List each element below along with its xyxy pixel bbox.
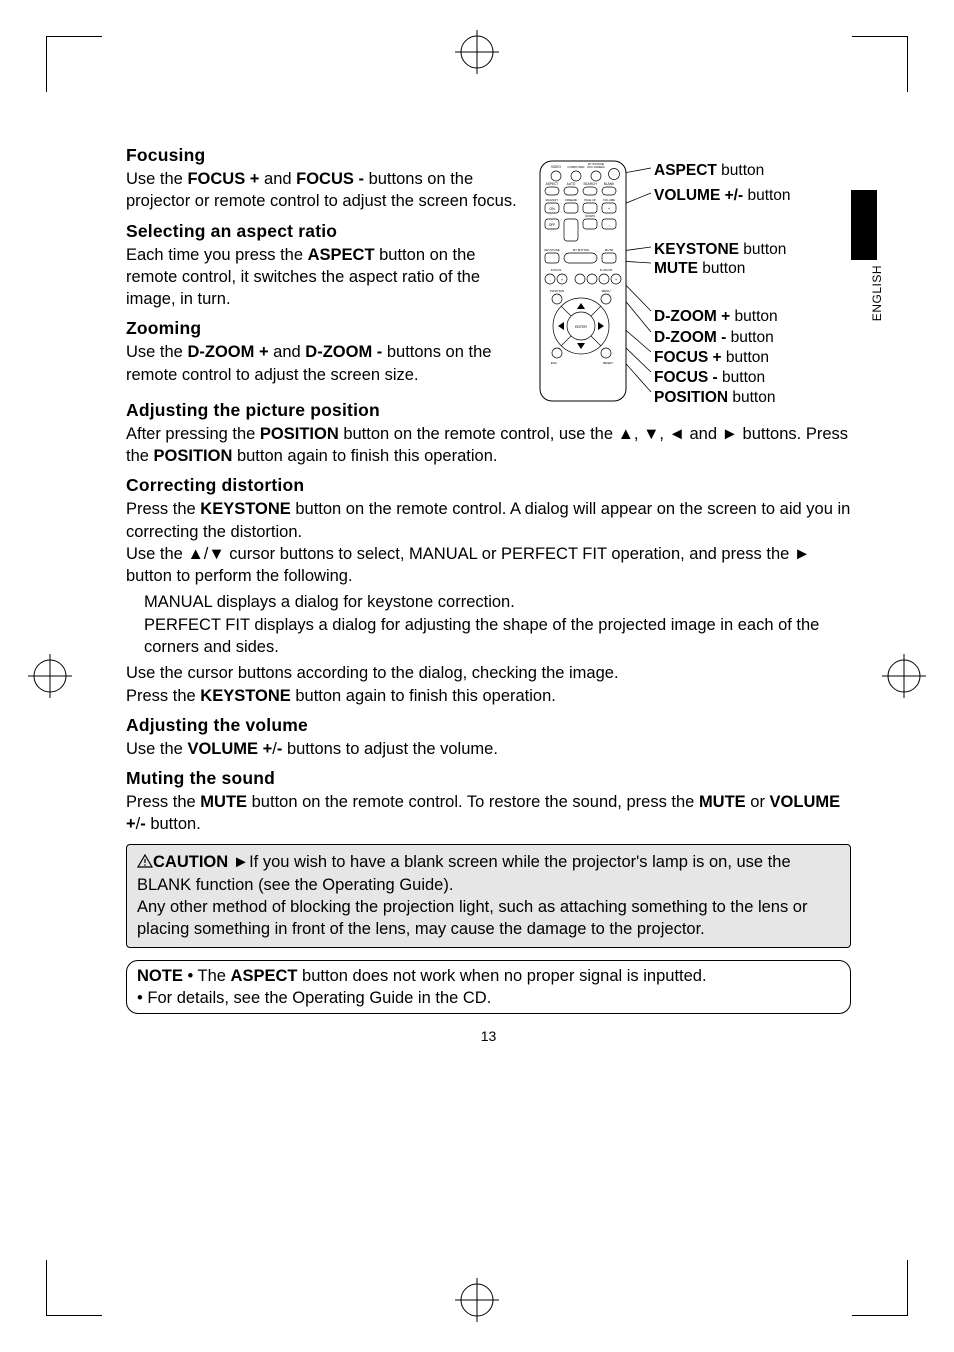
crop-mark: [852, 1260, 908, 1316]
heading-focusing: Focusing: [126, 145, 526, 166]
heading-zooming: Zooming: [126, 318, 526, 339]
remote-label: D-ZOOM + button: [654, 308, 778, 327]
remote-label: FOCUS - button: [654, 369, 765, 388]
crop-mark: [46, 36, 102, 92]
caution-label: CAUTION: [153, 853, 228, 871]
remote-svg: VIDEO COMPUTER MY SOURCE/ DOC.CAMERA ASP…: [526, 151, 652, 411]
svg-text:ASPECT: ASPECT: [546, 182, 559, 186]
body-zooming: Use the D-ZOOM + and D-ZOOM - buttons on…: [126, 341, 526, 386]
svg-text:ENTER: ENTER: [575, 325, 587, 329]
warning-icon: [137, 852, 153, 874]
svg-text:DOC.CAMERA: DOC.CAMERA: [587, 165, 605, 169]
svg-text:SEARCH: SEARCH: [583, 182, 597, 186]
crop-mark: [46, 1260, 102, 1316]
heading-distortion: Correcting distortion: [126, 475, 851, 496]
svg-text:VOLUME: VOLUME: [603, 198, 615, 202]
remote-illustration: VIDEO COMPUTER MY SOURCE/ DOC.CAMERA ASP…: [526, 145, 856, 435]
svg-text:AUTO: AUTO: [567, 182, 576, 186]
caution-box: CAUTION ►If you wish to have a blank scr…: [126, 844, 851, 948]
svg-text:MAGNIFY: MAGNIFY: [546, 198, 559, 202]
svg-text:VIDEO: VIDEO: [551, 165, 561, 169]
registration-mark: [455, 1278, 499, 1322]
note-box: NOTE • The ASPECT button does not work w…: [126, 960, 851, 1015]
svg-text:ESC: ESC: [551, 361, 558, 365]
svg-text:MENU: MENU: [602, 289, 611, 293]
note-label: NOTE: [137, 967, 183, 985]
svg-text:BLANK: BLANK: [604, 182, 615, 186]
svg-text:DOWN: DOWN: [585, 214, 595, 218]
svg-text:KEYSTONE: KEYSTONE: [544, 248, 559, 252]
remote-label: ASPECT button: [654, 162, 764, 181]
remote-label: KEYSTONE button: [654, 241, 786, 260]
remote-label: MUTE button: [654, 260, 745, 279]
body-aspect: Each time you press the ASPECT button on…: [126, 244, 526, 311]
svg-text:MY BUTTON: MY BUTTON: [573, 248, 589, 252]
distortion-p5: Use the cursor buttons according to the …: [126, 662, 851, 684]
caution-body: ►If you wish to have a blank screen whil…: [137, 853, 807, 939]
svg-text:MUTE: MUTE: [605, 248, 614, 252]
heading-mute: Muting the sound: [126, 768, 851, 789]
distortion-p3: MANUAL displays a dialog for keystone co…: [144, 591, 851, 613]
svg-text:D-ZOOM: D-ZOOM: [600, 268, 613, 272]
svg-text:FREEZE: FREEZE: [565, 198, 577, 202]
remote-label: FOCUS + button: [654, 349, 769, 368]
body-volume: Use the VOLUME +/- buttons to adjust the…: [126, 738, 851, 760]
distortion-p4: PERFECT FIT displays a dialog for adjust…: [144, 614, 851, 659]
svg-text:RESET: RESET: [603, 361, 613, 365]
registration-mark: [455, 30, 499, 74]
distortion-p2: Use the ▲/▼ cursor buttons to select, MA…: [126, 543, 851, 588]
svg-text:POSITION: POSITION: [550, 289, 564, 293]
distortion-p6: Press the KEYSTONE button again to finis…: [126, 685, 851, 707]
remote-label: D-ZOOM - button: [654, 329, 774, 348]
svg-text:FOCUS: FOCUS: [551, 268, 562, 272]
remote-label: VOLUME +/- button: [654, 187, 791, 206]
body-focusing: Use the FOCUS + and FOCUS - buttons on t…: [126, 168, 526, 213]
heading-volume: Adjusting the volume: [126, 715, 851, 736]
page-content: ENGLISH VIDEO: [126, 145, 851, 1044]
svg-text:COMPUTER: COMPUTER: [567, 165, 585, 169]
svg-text:PAGE UP: PAGE UP: [584, 198, 596, 202]
distortion-p1: Press the KEYSTONE button on the remote …: [126, 498, 851, 543]
page-number: 13: [126, 1028, 851, 1044]
registration-mark: [28, 654, 72, 698]
heading-aspect: Selecting an aspect ratio: [126, 221, 526, 242]
note-body: • The ASPECT button does not work when n…: [137, 967, 707, 1007]
svg-text:ON: ON: [549, 207, 555, 211]
svg-text:OFF: OFF: [549, 223, 555, 227]
crop-mark: [852, 36, 908, 92]
remote-label: POSITION button: [654, 389, 775, 408]
body-mute: Press the MUTE button on the remote cont…: [126, 791, 851, 836]
registration-mark: [882, 654, 926, 698]
language-tab-label: ENGLISH: [870, 265, 884, 321]
